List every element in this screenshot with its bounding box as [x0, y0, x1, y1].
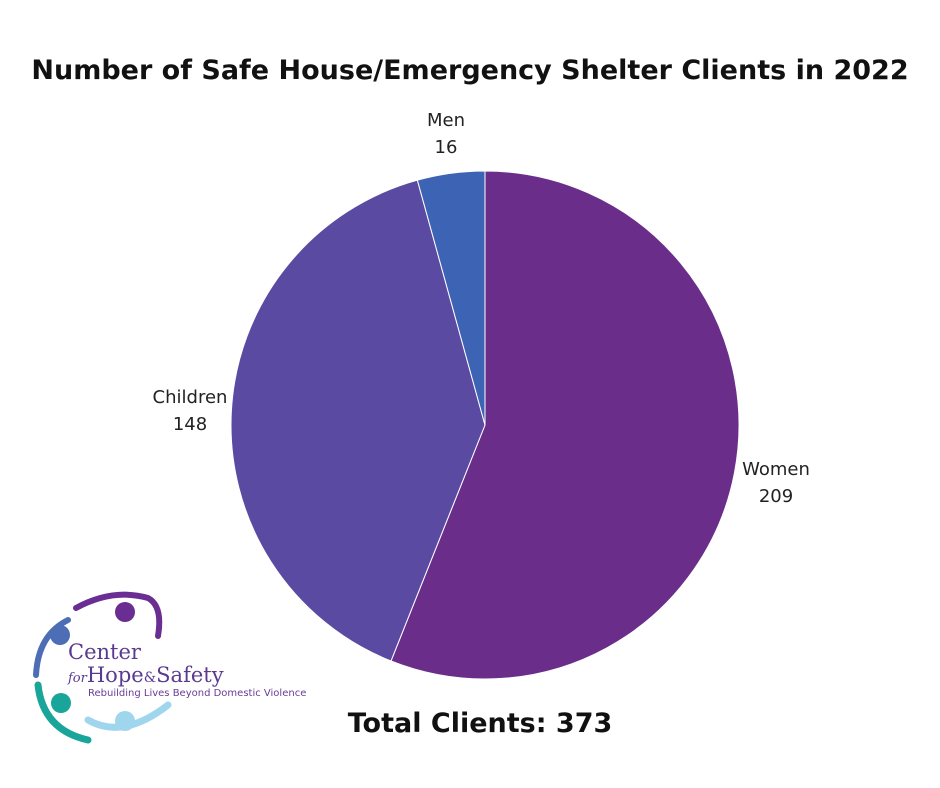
logo-text-safety: Safety [156, 663, 224, 687]
total-clients: Total Clients: 373 [347, 708, 613, 739]
logo-text-center: Center [68, 640, 141, 664]
label-men: Men 16 [416, 107, 476, 161]
pie-slice-men [416, 170, 486, 426]
logo-text-amp: & [143, 670, 157, 686]
logo-dot-blue [50, 625, 70, 645]
pie-slice-children [230, 179, 486, 662]
logo-text-hope: Hope [86, 663, 144, 687]
label-men-value: 16 [434, 137, 458, 158]
pie-slice-women [390, 170, 740, 680]
logo-dot-lightblue [115, 711, 135, 731]
chart-title: Number of Safe House/Emergency Shelter C… [31, 55, 909, 86]
label-children-name: Children [152, 387, 228, 408]
label-men-name: Men [426, 110, 465, 131]
label-children-value: 148 [172, 414, 208, 435]
logo-text-hope-safety: forHope&Safety [68, 663, 224, 687]
label-women-value: 209 [758, 486, 794, 507]
center-for-hope-and-safety-logo [33, 591, 172, 744]
logo-tagline: Rebuilding Lives Beyond Domestic Violenc… [88, 688, 307, 699]
logo-arc-teal [34, 681, 92, 744]
logo-arc-blue [33, 617, 71, 678]
label-women-name: Women [742, 459, 810, 480]
logo-dot-teal [51, 693, 71, 713]
label-women: Women 209 [735, 456, 817, 510]
logo-text-for: for [68, 671, 87, 686]
logo-dot-purple [115, 602, 135, 622]
label-children: Children 148 [146, 384, 234, 438]
logo-arc-purple [73, 591, 163, 639]
